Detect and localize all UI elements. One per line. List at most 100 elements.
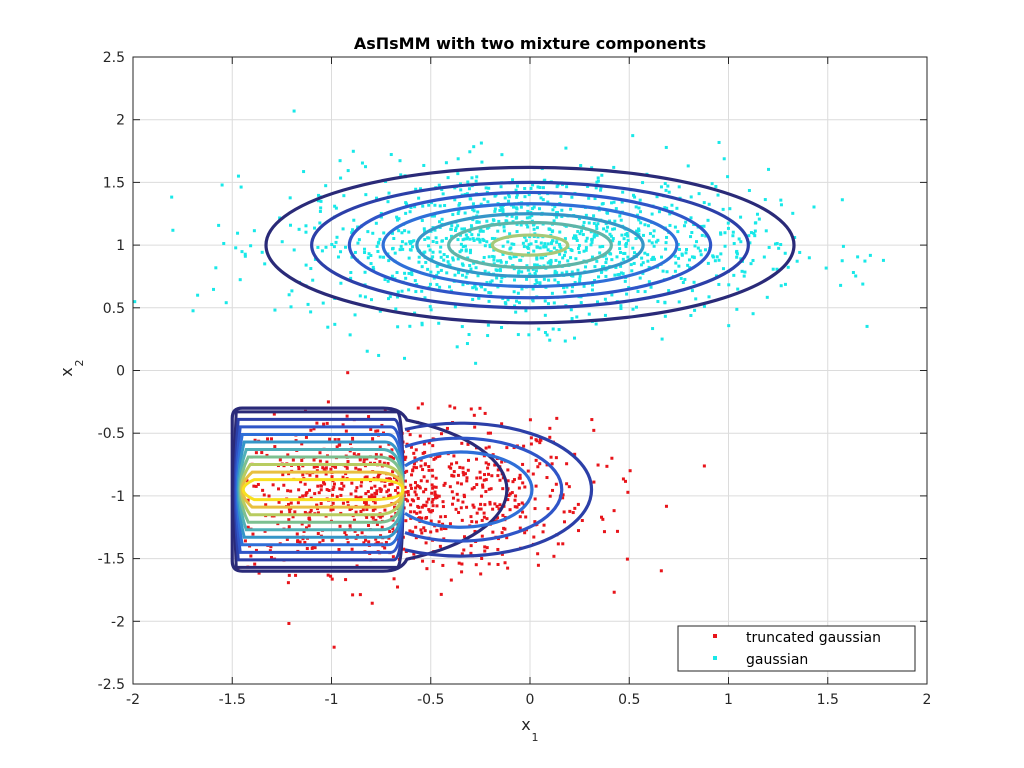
data-point bbox=[461, 500, 465, 504]
data-point bbox=[429, 510, 433, 514]
data-point bbox=[544, 245, 548, 249]
data-point bbox=[391, 518, 395, 522]
data-point bbox=[302, 529, 306, 533]
data-point bbox=[507, 195, 511, 199]
data-point bbox=[316, 199, 320, 203]
data-point bbox=[264, 503, 268, 507]
data-point bbox=[364, 475, 368, 479]
data-point bbox=[594, 186, 598, 190]
data-point bbox=[618, 214, 622, 218]
data-point bbox=[637, 206, 641, 210]
data-point bbox=[409, 206, 413, 210]
data-point bbox=[395, 479, 399, 483]
data-point bbox=[514, 494, 518, 498]
data-point bbox=[555, 416, 559, 420]
data-point bbox=[460, 273, 464, 277]
data-point bbox=[462, 473, 466, 477]
data-point bbox=[460, 248, 464, 252]
data-point bbox=[605, 229, 609, 233]
data-point bbox=[654, 240, 658, 244]
legend: truncated gaussian gaussian bbox=[677, 625, 916, 672]
data-point bbox=[575, 239, 579, 243]
data-point bbox=[571, 511, 575, 515]
data-point bbox=[539, 196, 543, 200]
data-point bbox=[659, 255, 663, 259]
data-point bbox=[300, 458, 304, 462]
data-point bbox=[555, 240, 559, 244]
data-point bbox=[482, 197, 486, 201]
data-point bbox=[453, 186, 457, 190]
data-point bbox=[387, 442, 391, 446]
data-point bbox=[508, 492, 512, 496]
data-point bbox=[383, 484, 387, 488]
data-point bbox=[365, 515, 369, 519]
data-point bbox=[501, 208, 505, 212]
data-point bbox=[523, 531, 527, 535]
data-point bbox=[455, 461, 459, 465]
data-point bbox=[573, 336, 577, 340]
data-point bbox=[633, 251, 637, 255]
data-point bbox=[333, 465, 337, 469]
data-point bbox=[287, 621, 291, 625]
data-point bbox=[538, 207, 542, 211]
data-point bbox=[577, 217, 581, 221]
data-point bbox=[592, 221, 596, 225]
data-point bbox=[484, 478, 488, 482]
y-tick-label: 0.5 bbox=[103, 301, 125, 317]
data-point bbox=[516, 291, 520, 295]
data-point bbox=[439, 268, 443, 272]
data-point bbox=[566, 259, 570, 263]
data-point bbox=[421, 204, 425, 208]
data-point bbox=[267, 494, 271, 498]
data-point bbox=[597, 275, 601, 279]
data-point bbox=[431, 474, 435, 478]
data-point bbox=[482, 478, 486, 482]
data-point bbox=[496, 259, 500, 263]
data-point bbox=[650, 212, 654, 216]
data-point bbox=[542, 179, 546, 183]
data-point bbox=[506, 566, 510, 570]
data-point bbox=[664, 247, 668, 251]
data-point bbox=[641, 181, 645, 185]
data-point bbox=[512, 278, 516, 282]
data-point bbox=[374, 537, 378, 541]
data-point bbox=[609, 252, 613, 256]
data-point bbox=[533, 497, 537, 501]
data-point bbox=[481, 485, 485, 489]
data-point bbox=[747, 234, 751, 238]
data-point bbox=[430, 214, 434, 218]
data-point bbox=[420, 289, 424, 293]
data-point bbox=[485, 517, 489, 521]
data-point bbox=[459, 188, 463, 192]
data-point bbox=[577, 250, 581, 254]
data-point bbox=[470, 233, 474, 237]
data-point bbox=[506, 479, 510, 483]
data-point bbox=[468, 264, 472, 268]
data-point bbox=[417, 196, 421, 200]
data-point bbox=[521, 462, 525, 466]
contour-gaussian bbox=[310, 180, 750, 310]
x-axis-label-main: x bbox=[521, 715, 530, 734]
data-point bbox=[536, 235, 540, 239]
data-point bbox=[625, 292, 629, 296]
data-point bbox=[443, 204, 447, 208]
data-point bbox=[429, 530, 433, 534]
data-point bbox=[503, 561, 507, 565]
data-point bbox=[700, 233, 704, 237]
data-point bbox=[508, 232, 512, 236]
data-point bbox=[586, 184, 590, 188]
data-point bbox=[453, 228, 457, 232]
data-point bbox=[599, 188, 603, 192]
data-point bbox=[243, 254, 247, 258]
data-point bbox=[541, 186, 545, 190]
data-point bbox=[425, 479, 429, 483]
data-point bbox=[217, 223, 221, 227]
data-point bbox=[783, 251, 787, 255]
data-point bbox=[499, 204, 503, 208]
data-point bbox=[476, 210, 480, 214]
data-point bbox=[363, 295, 367, 299]
data-point bbox=[469, 551, 473, 555]
data-point bbox=[278, 458, 282, 462]
data-point bbox=[757, 217, 761, 221]
data-point bbox=[483, 473, 487, 477]
